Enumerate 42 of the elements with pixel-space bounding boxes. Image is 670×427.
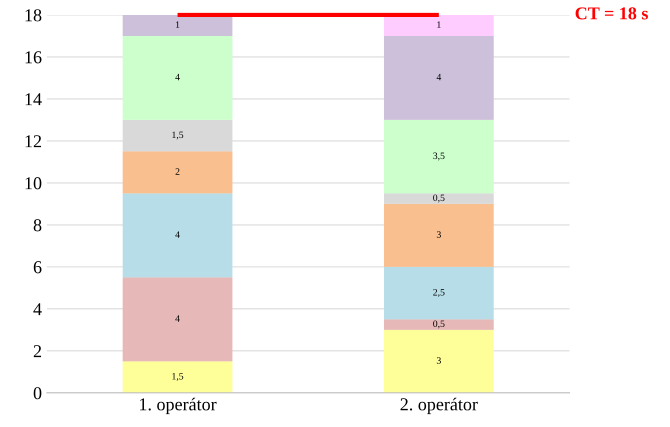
data-label: 3,5 [433, 152, 445, 160]
data-label: 2,5 [433, 289, 445, 297]
y-tick-label: 6 [34, 261, 42, 274]
data-label: 1 [176, 21, 180, 28]
bar [384, 330, 494, 393]
x-tick-label: 2. operátor [400, 398, 478, 414]
bar [384, 266, 494, 320]
y-tick-label: 2 [34, 345, 42, 358]
ref-line-label: CT = 18 s [576, 7, 648, 20]
y-tick-label: 12 [26, 135, 42, 148]
y-tick-label: 0 [34, 387, 42, 400]
bar [384, 14, 494, 36]
data-label: 4 [436, 74, 442, 80]
data-label: 0,5 [433, 320, 445, 328]
data-label: 1,5 [172, 373, 184, 381]
data-label: 3 [436, 357, 441, 364]
bar [384, 36, 494, 120]
bar [384, 120, 494, 194]
bar [122, 193, 232, 278]
y-tick-label: 10 [26, 177, 42, 190]
data-label: 1,5 [172, 132, 184, 140]
y-tick-label: 18 [26, 9, 42, 22]
y-tick-label: 8 [34, 219, 42, 232]
bar [122, 361, 232, 393]
data-label: 4 [175, 74, 180, 80]
x-tick-label: 1. operátor [140, 398, 216, 414]
y-tick-label: 16 [26, 51, 42, 64]
bar [122, 36, 232, 120]
data-label: 4 [175, 231, 180, 238]
bar [384, 193, 494, 204]
data-label: 0,5 [433, 194, 445, 202]
bar [384, 204, 494, 267]
bar [122, 277, 232, 362]
bar [384, 319, 494, 330]
data-label: 2 [176, 168, 180, 175]
y-tick-label: 4 [33, 303, 42, 316]
y-tick-label: 14 [26, 93, 42, 106]
data-label: 1 [437, 21, 441, 28]
data-label: 4 [175, 315, 180, 322]
data-label: 3 [436, 231, 441, 238]
bar [122, 14, 232, 36]
bar [122, 151, 232, 194]
